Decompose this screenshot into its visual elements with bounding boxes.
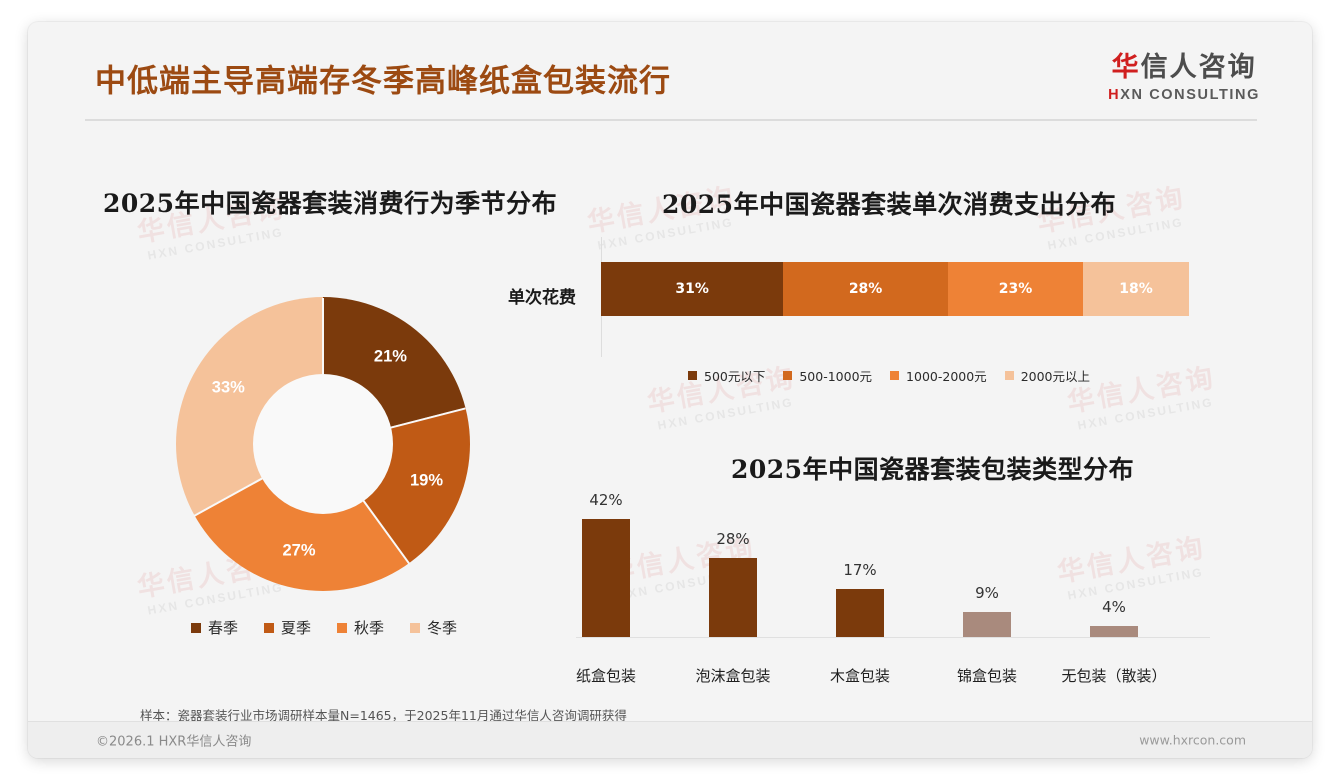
donut-chart-legend: 春季 夏季 秋季 冬季 (191, 617, 457, 638)
donut-slice-label: 19% (409, 471, 443, 490)
donut-chart-title: 2025年中国瓷器套装消费行为季节分布 (103, 189, 558, 218)
legend-label: 2000元以上 (1020, 369, 1090, 384)
legend-item-autumn[interactable]: 秋季 (337, 617, 384, 638)
legend-swatch-icon (890, 371, 900, 380)
donut-slice-label: 21% (373, 347, 407, 366)
legend-item-spring[interactable]: 春季 (191, 617, 238, 638)
legend-swatch-icon (410, 622, 421, 633)
footnote-text: 样本：瓷器套装行业市场调研样本量N=1465，于2025年11月通过华信人咨询调… (140, 708, 627, 723)
column-chart: 42% 纸盒包装 28% 泡沫盒包装 17% 木盒包装 9% 锦盒包装 4% 无… (28, 22, 1312, 758)
logo-h-char: H (1108, 87, 1121, 103)
slide-card: 中低端主导高端存冬季高峰纸盒包装流行 华信人咨询 HXN CONSULTING … (28, 22, 1312, 758)
column-category-label: 泡沫盒包装 (695, 667, 771, 685)
legend-item-over-2000[interactable]: 2000元以上 (1004, 366, 1090, 385)
logo-hua-char: 华 (1111, 52, 1141, 83)
legend-label: 1000-2000元 (906, 369, 987, 384)
column-chart-title: 2025年中国瓷器套装包装类型分布 (731, 455, 1135, 484)
logo-chinese-text: 华信人咨询 (1108, 54, 1260, 81)
legend-swatch-icon (264, 622, 275, 633)
column-bar-2[interactable] (836, 589, 884, 637)
donut-hole (253, 374, 393, 514)
column-category-label: 纸盒包装 (575, 667, 637, 685)
legend-item-winter[interactable]: 冬季 (410, 617, 457, 638)
company-logo: 华信人咨询 HXN CONSULTING (1108, 54, 1260, 103)
logo-cn-rest: 信人咨询 (1140, 52, 1257, 83)
legend-swatch-icon (337, 622, 348, 633)
column-value-label: 9% (975, 583, 999, 602)
donut-chart: 21% 19% 27% 33% (123, 274, 523, 614)
logo-english-text: HXN CONSULTING (1108, 88, 1260, 103)
legend-item-under-500[interactable]: 500元以下 (688, 366, 765, 385)
legend-label: 500元以下 (704, 369, 766, 384)
legend-label: 秋季 (354, 619, 385, 637)
column-value-label: 17% (843, 561, 877, 580)
legend-swatch-icon (1004, 371, 1014, 380)
stacked-bar-segment-3[interactable]: 18% (1083, 262, 1189, 316)
footer-website[interactable]: www.hxrcon.com (1139, 732, 1246, 748)
logo-en-rest: XN CONSULTING (1120, 87, 1260, 103)
legend-label: 500-1000元 (799, 369, 873, 384)
column-bar-4[interactable] (1090, 625, 1138, 637)
column-value-label: 4% (1102, 597, 1126, 616)
column-bar-0[interactable] (582, 519, 630, 637)
header-divider (85, 119, 1257, 121)
donut-slice-label: 27% (282, 541, 316, 560)
stacked-bar-series: 31% 28% 23% 18% (601, 262, 1189, 316)
legend-swatch-icon (191, 622, 201, 633)
column-category-label: 锦盒包装 (956, 667, 1018, 685)
stacked-bar-segment-1[interactable]: 28% (783, 262, 948, 316)
stacked-bar-segment-2[interactable]: 23% (947, 262, 1084, 316)
footer-copyright: ©2026.1 HXR华信人咨询 (96, 734, 252, 750)
legend-item-1000-2000[interactable]: 1000-2000元 (890, 366, 987, 385)
legend-label: 冬季 (427, 619, 458, 637)
segment-value-label: 23% (998, 281, 1033, 297)
column-category-label: 木盒包装 (829, 667, 891, 685)
legend-swatch-icon (783, 371, 793, 380)
stacked-bar-chart: 单次花费 31% 28% 23% 18% (28, 22, 1312, 422)
legend-swatch-icon (688, 371, 697, 380)
stacked-bar-chart-legend: 500元以下 500-1000元 1000-2000元 2000元以上 (688, 366, 1090, 385)
column-category-label: 无包装（散装） (1061, 667, 1167, 685)
legend-label: 春季 (208, 619, 239, 637)
page-title: 中低端主导高端存冬季高峰纸盒包装流行 (95, 63, 671, 100)
column-bar-3[interactable] (963, 611, 1011, 637)
column-bar-1[interactable] (709, 558, 757, 637)
segment-value-label: 28% (848, 281, 883, 297)
donut-slice-label: 33% (211, 378, 245, 397)
segment-value-label: 31% (675, 281, 709, 297)
column-value-label: 42% (589, 491, 623, 509)
column-chart-baseline (576, 637, 1210, 638)
legend-label: 夏季 (281, 619, 312, 637)
legend-item-500-1000[interactable]: 500-1000元 (783, 366, 872, 385)
stacked-bar-category-label: 单次花费 (508, 288, 576, 308)
column-value-label: 28% (716, 530, 750, 549)
segment-value-label: 18% (1119, 281, 1153, 297)
slide-footer: ©2026.1 HXR华信人咨询 www.hxrcon.com (28, 721, 1312, 758)
slide-header: 中低端主导高端存冬季高峰纸盒包装流行 华信人咨询 HXN CONSULTING (28, 22, 1312, 121)
stacked-bar-segment-0[interactable]: 31% (601, 262, 784, 316)
legend-item-summer[interactable]: 夏季 (264, 617, 311, 638)
stacked-bar-chart-title: 2025年中国瓷器套装单次消费支出分布 (662, 190, 1117, 219)
